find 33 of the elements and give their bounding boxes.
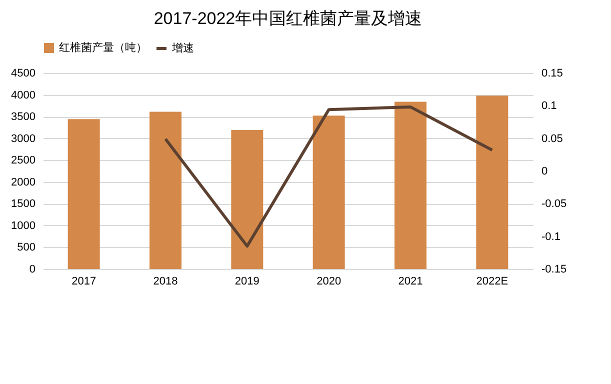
y2-tick-label: 0.15 <box>542 68 563 80</box>
y2-tick-label: 0.1 <box>542 100 557 112</box>
y-tick-label: 0 <box>29 264 36 276</box>
y2-tick-label: -0.05 <box>542 198 567 210</box>
y2-tick-label: 0 <box>542 166 548 178</box>
y2-tick-label: -0.1 <box>542 230 560 243</box>
chart-title: 2017-2022年中国红椎菌产量及增速 <box>154 9 422 28</box>
x-tick-label: 2020 <box>316 276 342 288</box>
bar <box>68 119 100 269</box>
y-tick-label: 2500 <box>11 154 36 167</box>
x-tick-label: 2019 <box>234 276 260 288</box>
y-tick-label: 3500 <box>11 111 36 124</box>
y-tick-label: 2000 <box>11 176 36 188</box>
y-tick-label: 1500 <box>11 198 36 210</box>
bar <box>312 116 345 269</box>
bar <box>394 102 426 269</box>
bar <box>476 96 508 269</box>
y-tick-label: 1000 <box>11 220 36 232</box>
y2-tick-label: 0.05 <box>542 132 563 145</box>
legend-label: 增速 <box>171 42 194 54</box>
x-tick-label: 2021 <box>398 276 423 288</box>
y-tick-label: 4000 <box>11 89 36 102</box>
y2-tick-label: -0.15 <box>542 264 567 276</box>
bar <box>231 130 264 269</box>
x-tick-label: 2018 <box>153 276 178 288</box>
y-tick-label: 4500 <box>11 68 36 80</box>
legend-label: 红椎菌产量（吨） <box>59 41 147 54</box>
y-tick-label: 500 <box>17 242 36 254</box>
y-tick-label: 3000 <box>11 132 36 145</box>
x-tick-label: 2017 <box>72 276 96 288</box>
x-tick-label: 2022E <box>476 276 508 288</box>
line-series <box>164 105 494 248</box>
bar <box>150 112 182 269</box>
